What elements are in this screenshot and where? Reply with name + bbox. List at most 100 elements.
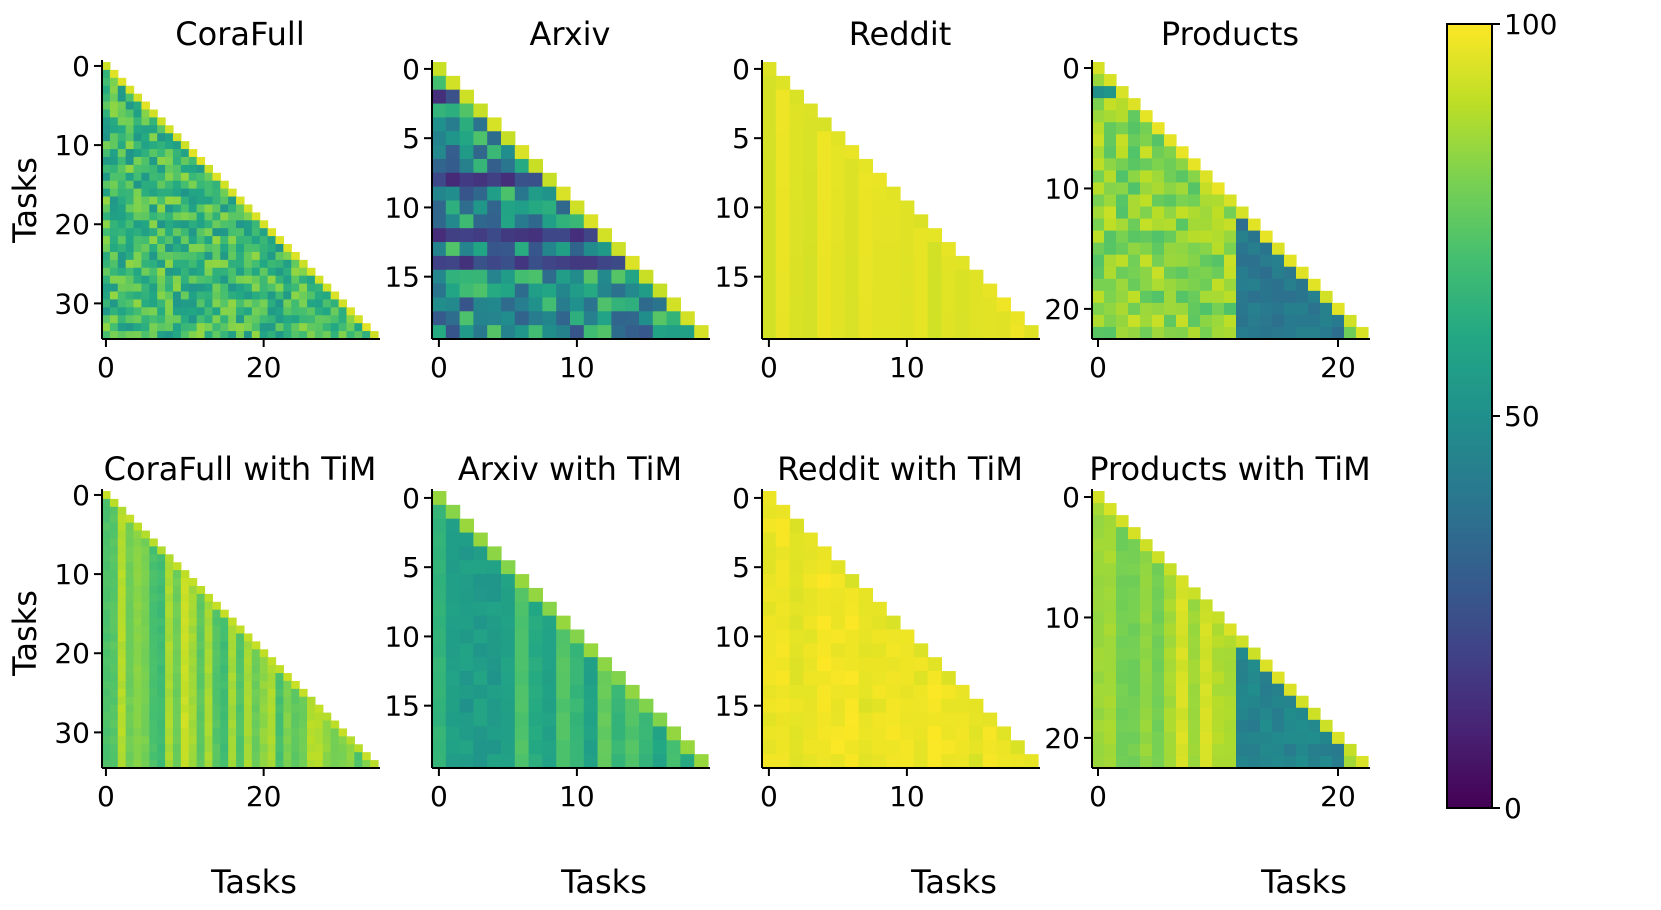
heatmap-cell — [1092, 182, 1105, 196]
heatmap-cell — [102, 673, 111, 682]
heatmap-cell — [445, 712, 461, 728]
heatmap-cell — [1140, 110, 1153, 123]
heatmap-cell — [204, 267, 213, 277]
heatmap-cell — [1128, 635, 1141, 649]
heatmap-cell — [212, 665, 221, 674]
heatmap-cell — [432, 657, 447, 672]
heatmap-cell — [789, 712, 804, 728]
heatmap-cell — [597, 671, 612, 686]
heatmap-cell — [652, 740, 668, 755]
heatmap-cell — [844, 242, 860, 257]
heatmap-cell — [102, 172, 111, 182]
heatmap-cell — [1188, 290, 1201, 304]
heatmap-cell — [212, 315, 221, 324]
heatmap-cell — [362, 760, 371, 769]
heatmap-cell — [1104, 635, 1117, 649]
heatmap-cell — [117, 522, 127, 532]
heatmap-cell — [556, 325, 571, 340]
heatmap-cell — [432, 574, 447, 589]
heatmap-cell — [1200, 326, 1213, 340]
heatmap-cell — [969, 311, 984, 326]
heatmap-cell — [1248, 683, 1261, 697]
heatmap-cell — [125, 228, 135, 237]
heatmap-cell — [267, 688, 277, 698]
heatmap-cell — [1260, 671, 1273, 685]
heatmap-cell — [299, 712, 308, 722]
heatmap-cell — [1308, 278, 1321, 292]
heatmap-cell — [109, 570, 119, 579]
heatmap-cell — [117, 570, 127, 579]
heatmap-cell — [338, 760, 348, 769]
heatmap-cell — [775, 712, 791, 728]
heatmap-cell — [109, 554, 119, 563]
heatmap-cell — [969, 698, 984, 714]
heatmap-cell — [157, 657, 166, 666]
heatmap-cell — [597, 297, 612, 312]
heatmap-cell — [196, 712, 206, 722]
heatmap-cell — [180, 633, 190, 642]
heatmap-cell — [459, 629, 474, 644]
heatmap-cell — [996, 726, 1011, 741]
heatmap-cell — [188, 633, 198, 642]
heatmap-cell — [445, 643, 461, 658]
heatmap-cell — [445, 629, 461, 644]
heatmap-cell — [133, 101, 143, 111]
heatmap-cell — [346, 307, 355, 316]
heatmap-cell — [1164, 314, 1177, 328]
heatmap-cell — [1116, 719, 1129, 733]
heatmap-cell — [204, 704, 213, 714]
heatmap-cell — [432, 532, 447, 547]
heatmap-cell — [1212, 647, 1225, 661]
heatmap-cell — [212, 196, 221, 206]
heatmap-cell — [528, 657, 543, 672]
heatmap-cell — [109, 69, 119, 79]
heatmap-cell — [1116, 218, 1129, 232]
heatmap-cell — [251, 315, 261, 324]
y-tick-label: 5 — [732, 551, 750, 584]
heatmap-cell — [817, 546, 832, 561]
heatmap-cell — [1188, 182, 1201, 196]
heatmap-cell — [188, 259, 198, 269]
heatmap-cell — [1344, 755, 1357, 769]
heatmap-cell — [251, 736, 261, 745]
heatmap-cell — [1284, 302, 1297, 316]
x-tick-label: 0 — [97, 351, 115, 384]
heatmap-cell — [789, 228, 804, 243]
heatmap-cell — [775, 504, 791, 520]
heatmap-cell — [1200, 731, 1213, 745]
heatmap-cell — [236, 720, 245, 730]
heatmap-cell — [157, 680, 166, 690]
heatmap-cell — [314, 307, 324, 316]
heatmap-cell — [831, 740, 846, 755]
heatmap-cell — [149, 680, 158, 690]
heatmap-cell — [459, 546, 474, 561]
heatmap-cell — [1104, 707, 1117, 721]
heatmap-cell — [109, 680, 119, 690]
heatmap-cell — [165, 673, 174, 682]
heatmap-cell — [125, 117, 135, 126]
heatmap-cell — [762, 671, 777, 686]
heatmap-cell — [1140, 242, 1153, 256]
heatmap-cell — [102, 228, 111, 237]
heatmap-cell — [542, 615, 557, 631]
heatmap-cell — [1176, 743, 1189, 757]
heatmap-cell — [1212, 707, 1225, 721]
heatmap-cell — [858, 684, 873, 700]
heatmap-cell — [125, 244, 135, 253]
heatmap-cell — [556, 740, 571, 755]
heatmap-cell — [775, 269, 791, 285]
heatmap-cell — [109, 259, 119, 269]
heatmap-cell — [188, 267, 198, 277]
heatmap-cell — [157, 673, 166, 682]
heatmap-cell — [180, 283, 190, 293]
heatmap-cell — [1116, 551, 1129, 564]
heatmap-cell — [362, 331, 371, 340]
heatmap-cell — [1092, 218, 1105, 232]
heatmap-cell — [125, 530, 135, 540]
heatmap-cell — [133, 331, 143, 340]
heatmap-cell — [1116, 683, 1129, 697]
heatmap-cell — [913, 255, 929, 271]
heatmap-cell — [251, 299, 261, 308]
heatmap-cell — [275, 315, 284, 324]
